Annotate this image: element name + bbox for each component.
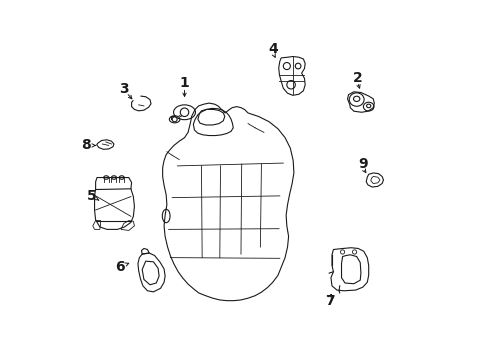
Text: 9: 9 bbox=[358, 157, 367, 171]
Text: 8: 8 bbox=[81, 139, 91, 152]
Text: 1: 1 bbox=[179, 76, 189, 90]
Text: 3: 3 bbox=[119, 82, 128, 96]
Text: 2: 2 bbox=[352, 71, 362, 85]
Text: 6: 6 bbox=[115, 261, 125, 274]
Text: 5: 5 bbox=[87, 189, 97, 203]
Text: 7: 7 bbox=[325, 294, 334, 308]
Text: 4: 4 bbox=[268, 42, 278, 57]
